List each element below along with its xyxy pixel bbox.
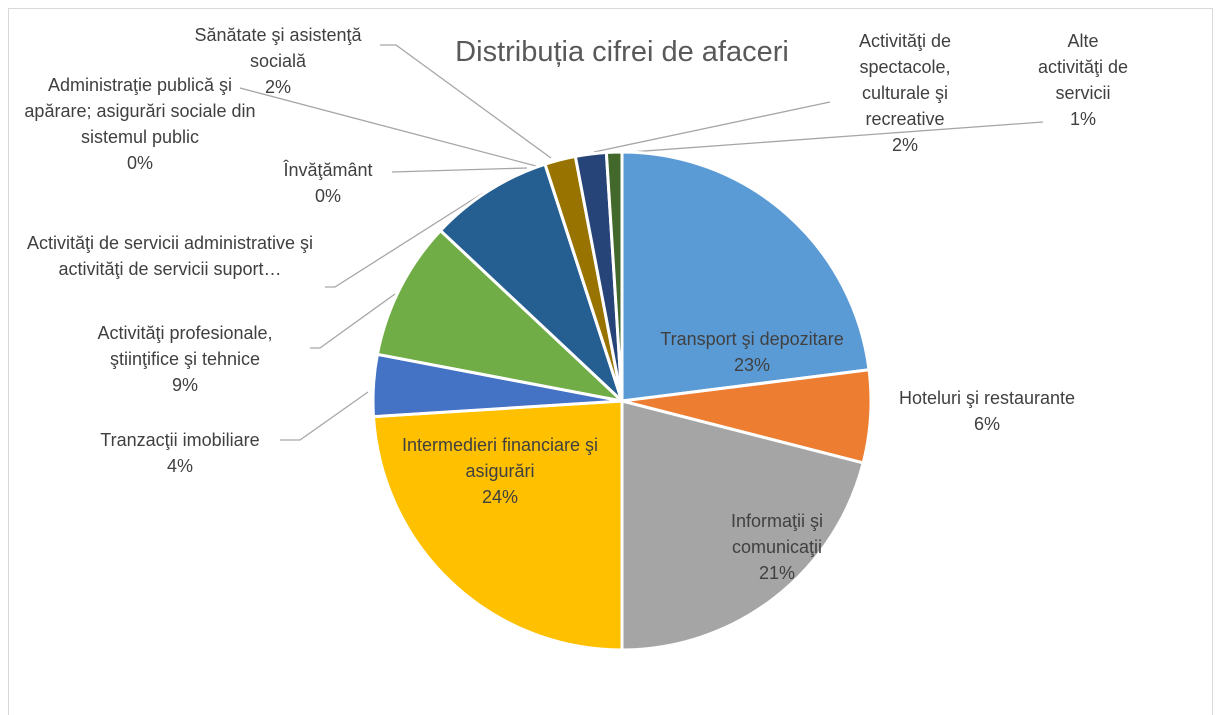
value-label: 0% [126, 153, 153, 173]
leader-line [325, 192, 484, 288]
data-label: Sănătate şi asistenţă socială 2% [168, 22, 388, 100]
value-label: 0% [314, 186, 341, 206]
category-label: Activităţi de spectacole, culturale şi r… [858, 31, 952, 129]
category-label: Alte activităţi de servicii [1037, 31, 1129, 103]
data-label: Intermedieri financiare şi asigurări 24% [370, 432, 630, 510]
category-label: Tranzacţii imobiliare [100, 430, 260, 450]
pie-slice [620, 150, 871, 403]
chart-title: Distribuția cifrei de afaceri [455, 36, 789, 68]
data-label: Activităţi de spectacole, culturale şi r… [830, 28, 980, 158]
data-label: Administraţie publică şi apărare; asigur… [13, 72, 268, 176]
data-label: Tranzacţii imobiliare 4% [60, 427, 300, 479]
chart-frame [8, 8, 1213, 715]
value-label: 2% [264, 77, 291, 97]
category-label: Transport şi depozitare [660, 329, 844, 349]
leader-line [239, 87, 537, 167]
category-label: Învăţământ [283, 160, 373, 180]
value-label: 9% [171, 375, 198, 395]
leader-line [310, 293, 396, 349]
data-label: Activităţi profesionale, ştiinţifice şi … [70, 320, 300, 398]
value-label: 24% [481, 487, 519, 507]
value-label: 2% [891, 135, 918, 155]
leader-line [593, 101, 831, 153]
value-label: 4% [166, 456, 193, 476]
pie-slice [438, 162, 624, 403]
pie-slice [604, 150, 624, 402]
category-label: Activităţi de servicii administrative şi… [26, 233, 314, 279]
data-label: Transport şi depozitare 23% [637, 326, 867, 378]
value-label: 6% [973, 414, 1000, 434]
data-label: Învăţământ 0% [253, 157, 403, 209]
category-label: Hoteluri şi restaurante [898, 388, 1076, 408]
leader-line [391, 167, 528, 173]
data-label: Activităţi de servicii administrative şi… [20, 230, 320, 282]
pie-slice [375, 228, 627, 404]
category-label: Informaţii şi comunicaţii [730, 511, 824, 557]
data-label: Hoteluri şi restaurante 6% [867, 385, 1107, 437]
pie-slice [371, 399, 624, 652]
category-label: Sănătate şi asistenţă socială [194, 25, 362, 71]
value-label: 21% [758, 563, 796, 583]
leader-line [616, 121, 1044, 154]
leader-line [380, 44, 552, 159]
data-label: Alte activităţi de servicii 1% [1033, 28, 1133, 132]
value-label: 1% [1069, 109, 1096, 129]
data-label: Informaţii şi comunicaţii 21% [702, 508, 852, 586]
category-label: Intermedieri financiare şi asigurări [401, 435, 599, 481]
category-label: Activităţi profesionale, ştiinţifice şi … [97, 323, 273, 369]
value-label: 23% [733, 355, 771, 375]
category-label: Administraţie publică şi apărare; asigur… [24, 75, 256, 147]
pie-slice [620, 399, 866, 652]
leader-line [280, 391, 369, 441]
